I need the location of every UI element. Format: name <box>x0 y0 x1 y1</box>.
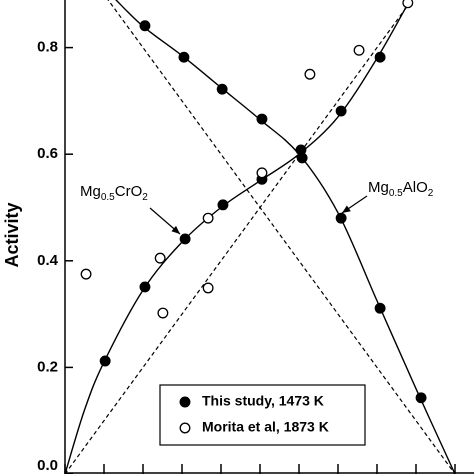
y-tick-label: 0.8 <box>37 39 58 56</box>
data-point <box>304 68 316 80</box>
annotation-subscript: 2 <box>428 188 434 199</box>
legend-label: This study, 1473 K <box>202 393 324 409</box>
y-tick-label: 0.2 <box>37 358 58 375</box>
legend-label: Morita et al, 1873 K <box>202 419 329 435</box>
annotation-subscript: 0.5 <box>389 188 403 199</box>
y-tick-label: 0.4 <box>37 252 59 269</box>
legend-marker <box>179 422 191 434</box>
annotation-text: CrO <box>115 183 143 200</box>
data-point <box>256 167 268 179</box>
data-point <box>353 44 365 56</box>
data-point <box>154 252 166 264</box>
data-point <box>202 212 214 224</box>
data-point <box>202 282 214 294</box>
legend-marker <box>179 396 191 408</box>
dashed-line <box>107 0 456 474</box>
annotation: Mg0.5AlO2 <box>368 179 434 199</box>
annotation-subscript: 0.5 <box>101 192 115 203</box>
y-tick-label: 0.6 <box>37 145 58 162</box>
annotation-text: Mg <box>368 179 389 196</box>
data-point <box>402 0 414 9</box>
data-point <box>99 355 111 367</box>
data-point <box>139 20 151 32</box>
data-point <box>179 233 191 245</box>
arrow-head <box>171 225 180 234</box>
annotation-text: AlO <box>403 179 428 196</box>
legend-box <box>159 384 366 446</box>
data-point <box>157 307 169 319</box>
data-point <box>256 113 268 125</box>
data-point <box>335 105 347 117</box>
data-point <box>80 268 92 280</box>
data-point <box>216 83 228 95</box>
data-point <box>296 152 308 164</box>
data-point <box>415 392 427 404</box>
annotation-text: Mg <box>80 183 101 200</box>
annotation-subscript: 2 <box>142 192 148 203</box>
annotation: Mg0.5CrO2 <box>80 183 148 203</box>
arrow-head <box>342 205 351 213</box>
y-tick-label: 0.0 <box>37 457 58 474</box>
data-point <box>178 51 190 63</box>
data-point <box>335 212 347 224</box>
data-point <box>217 199 229 211</box>
y-axis-label: Activity <box>2 202 22 267</box>
data-point <box>374 51 386 63</box>
data-point <box>139 281 151 293</box>
legend: This study, 1473 K Morita et al, 1873 K <box>159 384 366 446</box>
data-point <box>374 302 386 314</box>
